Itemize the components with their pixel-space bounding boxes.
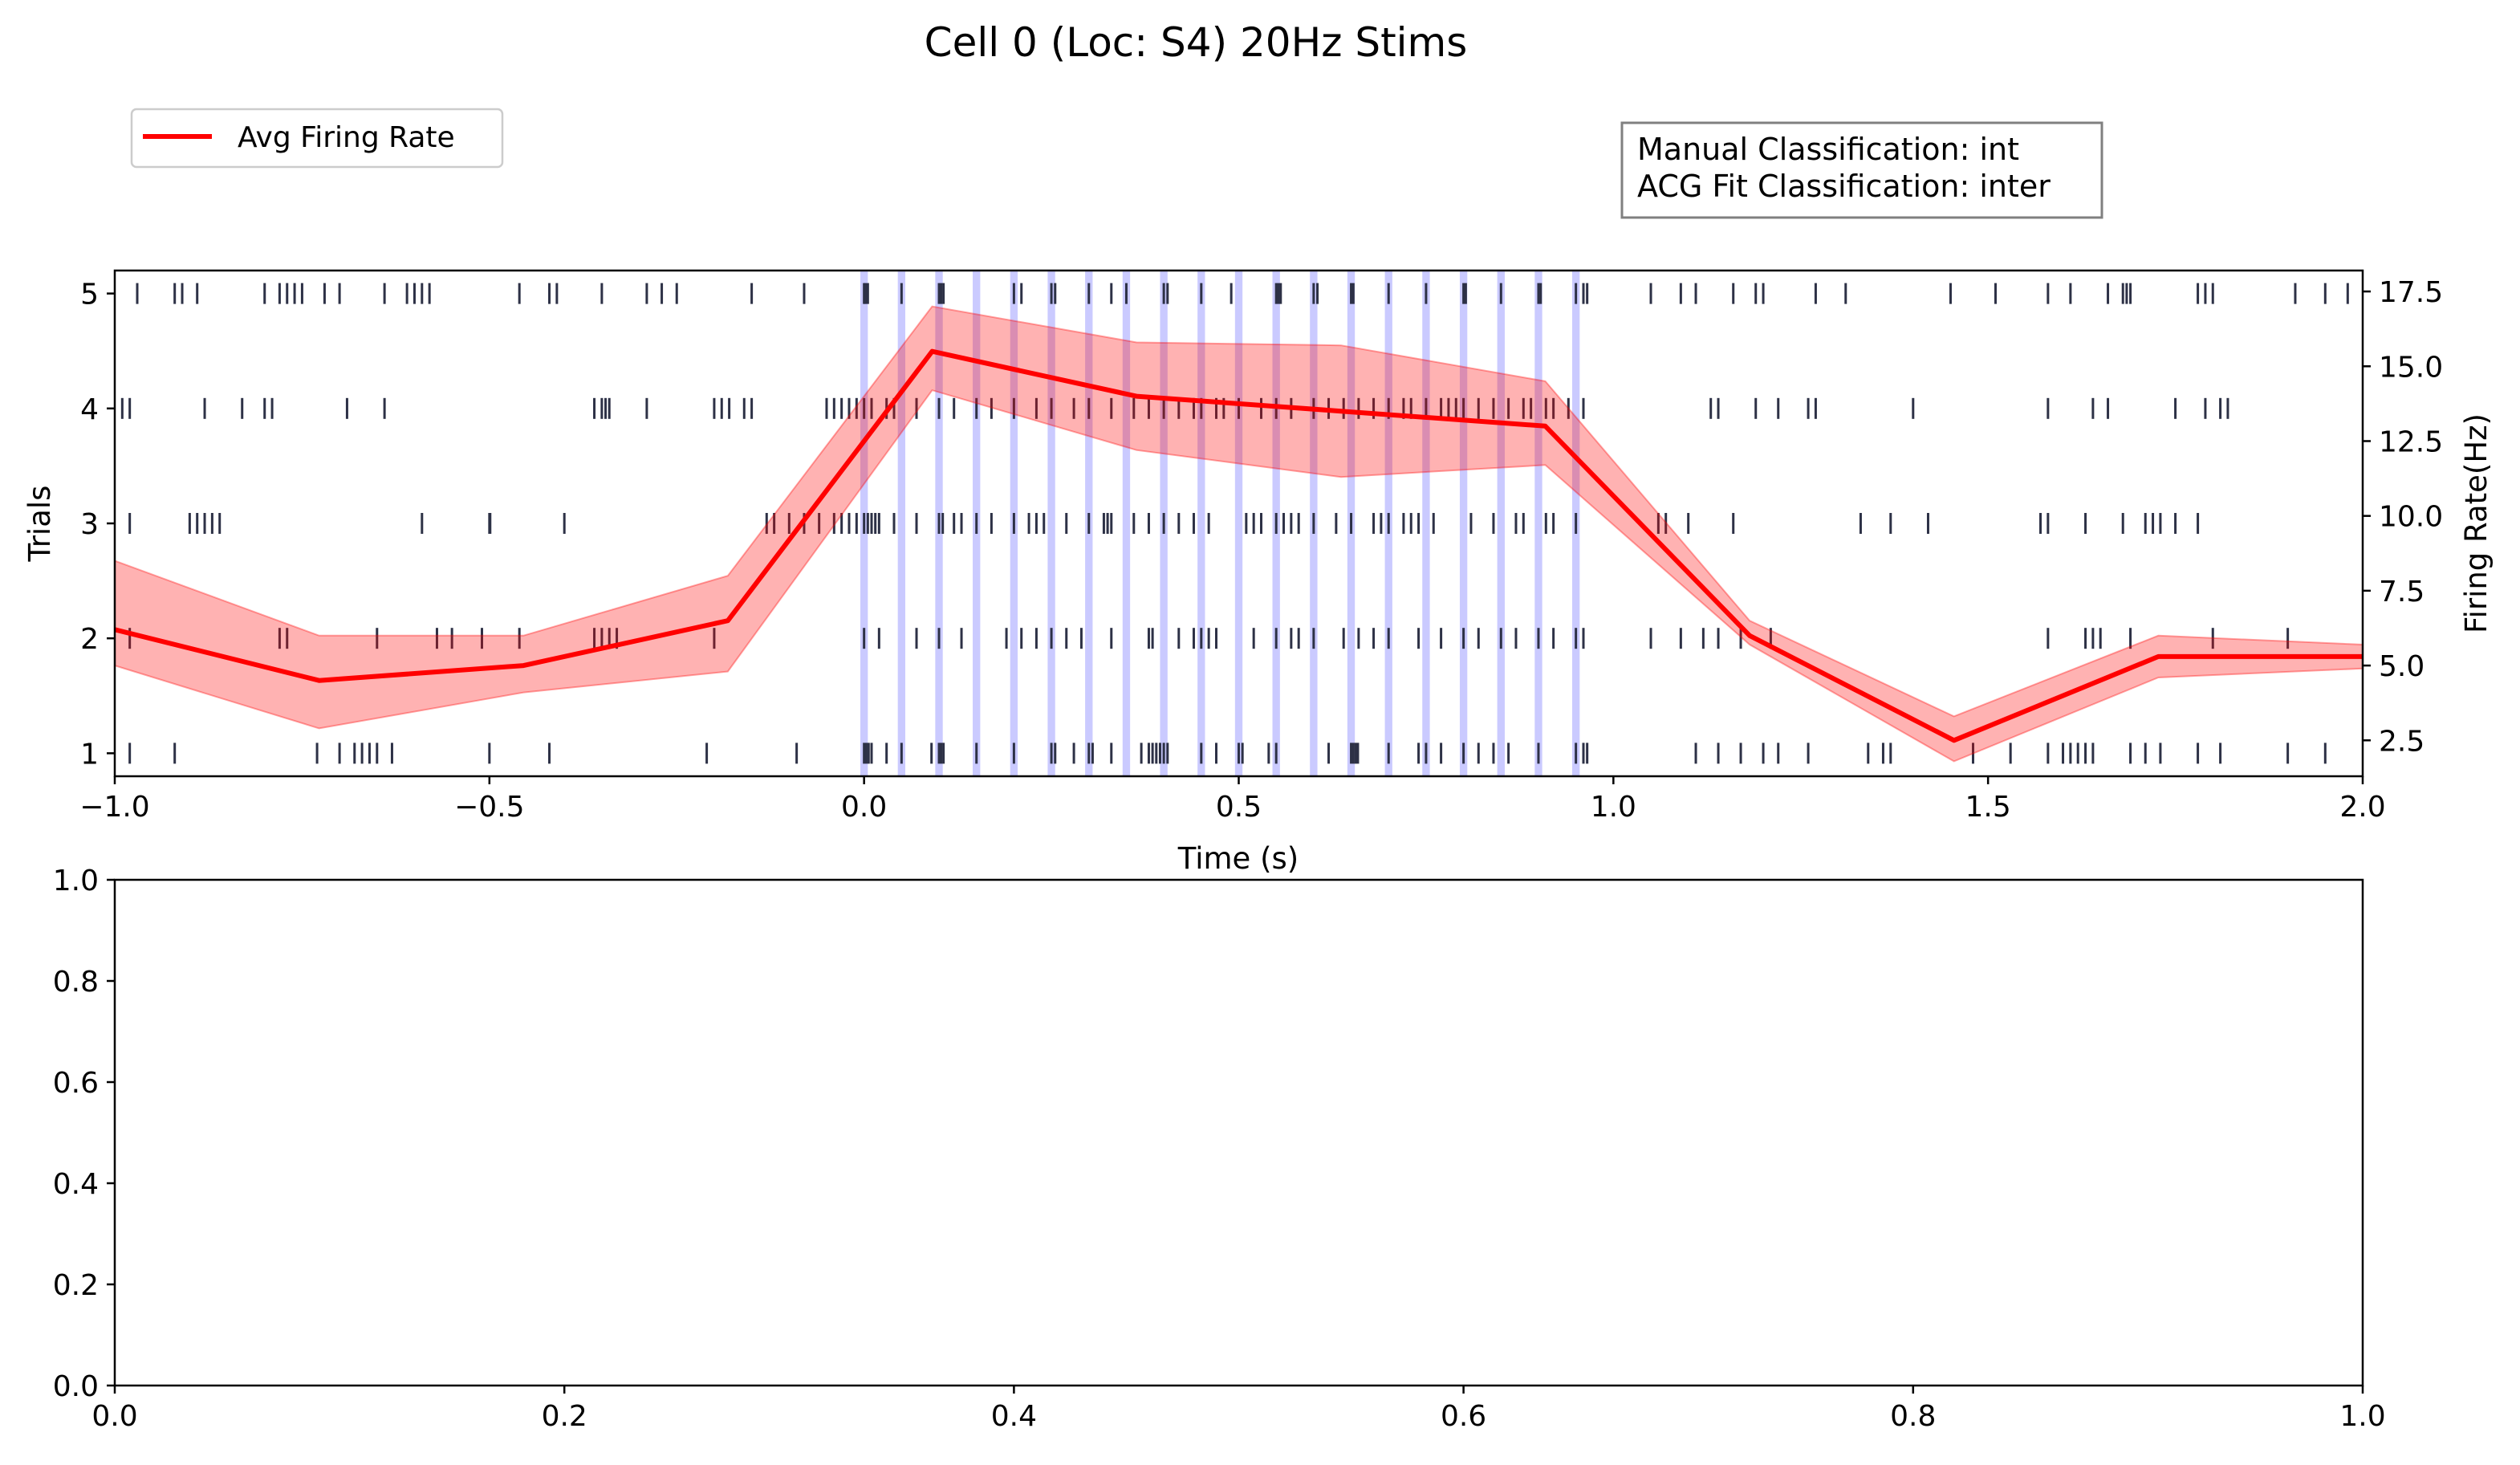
trials-tick-label: 4 [80, 393, 99, 426]
bottom-y-tick-label: 0.6 [53, 1067, 99, 1100]
top-x-tick-label: −1.0 [79, 791, 149, 824]
trials-tick-label: 1 [80, 738, 99, 771]
legend-frame [130, 108, 504, 169]
bottom-y-ticks: 0.0 0.2 0.4 0.6 0.8 1.0 [53, 865, 115, 1403]
bottom-x-tick-label: 0.2 [542, 1400, 587, 1433]
firing-rate-tick-label: 15.0 [2379, 351, 2443, 384]
firing-rate-tick-label: 12.5 [2379, 425, 2443, 458]
bottom-y-tick-label: 0.8 [53, 966, 99, 999]
top-x-tick-label: 1.0 [1591, 791, 1636, 824]
stim-band-16 [1459, 271, 1468, 776]
classification-info-box: Manual Classification: int ACG Fit Class… [1620, 121, 2103, 219]
raster-firing-rate-axes: −1.0 −0.5 0.0 0.5 1.0 1.5 2.0 1 2 3 4 5 2.5 5.0 7.5 1… [22, 269, 2494, 876]
firing-rate-axis-label: Firing Rate(Hz) [2459, 413, 2494, 633]
top-x-tick-label: −0.5 [454, 791, 524, 824]
stim-band-15 [1422, 271, 1430, 776]
bottom-x-ticks: 0.0 0.2 0.4 0.6 0.8 1.0 [91, 1386, 2386, 1433]
legend: Avg Firing Rate [130, 108, 504, 169]
bottom-y-tick-label: 0.0 [53, 1370, 99, 1403]
firing-rate-tick-label: 17.5 [2379, 276, 2443, 309]
stim-band-7 [1122, 271, 1131, 776]
top-x-ticks: −1.0 −0.5 0.0 0.5 1.0 1.5 2.0 [79, 776, 2386, 824]
spike-raster [120, 283, 2349, 764]
stim-band-5 [1047, 271, 1055, 776]
legend-label: Avg Firing Rate [238, 121, 455, 154]
bottom-y-tick-label: 1.0 [53, 865, 99, 897]
bottom-y-tick-label: 0.2 [53, 1269, 99, 1302]
stim-band-9 [1197, 271, 1205, 776]
acg-classification-text: ACG Fit Classification: inter [1637, 169, 2051, 204]
x-axis-label: Time (s) [1177, 841, 1299, 876]
bottom-x-tick-label: 0.8 [1890, 1400, 1936, 1433]
top-x-tick-label: 0.0 [841, 791, 887, 824]
stim-band-1 [897, 271, 906, 776]
bottom-x-tick-label: 0.4 [991, 1400, 1037, 1433]
figure-title: Cell 0 (Loc: S4) 20Hz Stims [925, 19, 1468, 66]
bottom-x-tick-label: 0.6 [1441, 1400, 1486, 1433]
trials-y-ticks: 1 2 3 4 5 [80, 279, 115, 771]
info-box-frame [1620, 121, 2103, 219]
trials-axis-label: Trials [22, 486, 57, 563]
trials-tick-label: 2 [80, 623, 99, 656]
stim-band-10 [1234, 271, 1243, 776]
bottom-y-tick-label: 0.4 [53, 1168, 99, 1201]
manual-classification-text: Manual Classification: int [1637, 132, 2019, 167]
empty-axes: 0.0 0.2 0.4 0.6 0.8 1.0 0.0 0.2 0.4 0.6 0.8 1.0 [53, 865, 2386, 1433]
firing-rate-y-ticks: 2.5 5.0 7.5 10.0 12.5 15.0 17.5 [2363, 276, 2443, 758]
stim-band-17 [1497, 271, 1505, 776]
firing-rate-tick-label: 10.0 [2379, 501, 2443, 534]
bottom-x-tick-label: 1.0 [2339, 1400, 2385, 1433]
firing-rate-tick-label: 7.5 [2379, 576, 2424, 608]
bottom-axes-frame [113, 878, 2364, 1387]
top-x-tick-label: 1.5 [1965, 791, 2011, 824]
bottom-x-tick-label: 0.0 [91, 1400, 137, 1433]
top-x-tick-label: 2.0 [2339, 791, 2385, 824]
trials-tick-label: 5 [80, 279, 99, 311]
trials-tick-label: 3 [80, 508, 99, 541]
firing-rate-tick-label: 2.5 [2379, 725, 2424, 758]
stim-band-18 [1534, 271, 1542, 776]
avg-firing-rate-line [114, 348, 2363, 743]
top-x-tick-label: 0.5 [1216, 791, 1262, 824]
firing-rate-tick-label: 5.0 [2379, 650, 2424, 683]
